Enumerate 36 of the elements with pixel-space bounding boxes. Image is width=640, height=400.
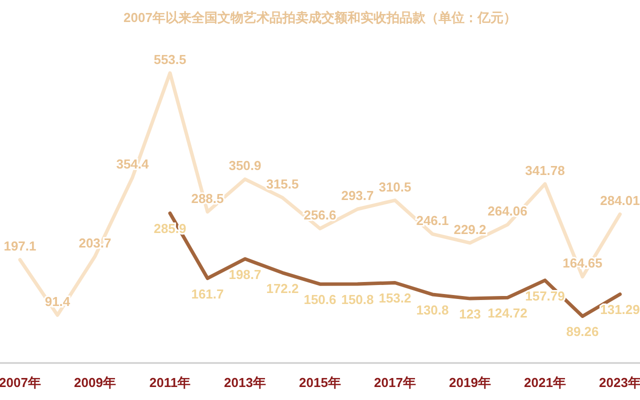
- data-label: 164.65: [562, 256, 602, 271]
- data-label: 354.4: [116, 156, 150, 172]
- x-tick-label: 2009年: [74, 375, 116, 390]
- data-label: 197.1: [4, 238, 36, 254]
- data-label: 198.7: [228, 266, 262, 282]
- data-label: 553.5: [154, 52, 186, 67]
- data-label: 293.7: [341, 188, 374, 204]
- data-label: 256.6: [304, 208, 336, 223]
- data-label: 91.4: [44, 294, 71, 310]
- x-tick-label: 2019年: [449, 375, 491, 390]
- x-tick-label: 2017年: [374, 375, 416, 390]
- x-tick-label: 2015年: [299, 375, 341, 390]
- data-label: 246.1: [416, 213, 449, 228]
- data-label: 229.2: [454, 222, 486, 237]
- data-label: 284.01: [600, 193, 640, 208]
- data-label: 150.6: [304, 292, 336, 308]
- data-label: 153.2: [378, 290, 412, 306]
- chart-title: 2007年以来全国文物艺术品拍卖成交额和实收拍品款（单位：亿元）: [124, 10, 516, 25]
- data-label: 341.78: [525, 162, 565, 178]
- data-label: 350.9: [228, 158, 262, 174]
- x-tick-label: 2013年: [224, 375, 266, 390]
- x-tick-label: 2021年: [524, 375, 566, 390]
- data-label: 161.7: [191, 286, 224, 302]
- data-label: 131.29: [600, 302, 640, 318]
- data-label: 124.72: [488, 306, 528, 321]
- data-label: 123: [459, 306, 481, 322]
- data-label: 172.2: [266, 280, 299, 296]
- data-label: 89.26: [566, 324, 599, 340]
- x-tick-label: 2011年: [149, 375, 191, 390]
- data-label: 203.7: [78, 235, 112, 250]
- data-label: 310.5: [378, 179, 412, 194]
- data-label: 130.8: [416, 302, 449, 318]
- data-label: 288.5: [191, 190, 224, 206]
- data-label: 315.5: [266, 176, 299, 192]
- data-label: 150.8: [341, 292, 374, 307]
- data-label: 264.06: [488, 204, 528, 219]
